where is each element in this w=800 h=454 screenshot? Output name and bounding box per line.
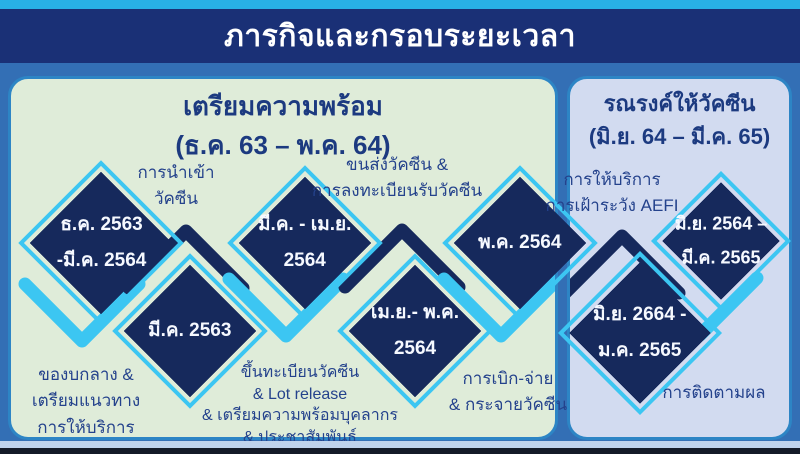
panel-preparation-heading: เตรียมความพร้อม (ธ.ค. 63 – พ.ค. 64) [11,87,555,165]
milestone-date: เม.ย.- พ.ค. 2564 [370,301,460,359]
milestone-date: มิ.ย. 2664 - ม.ค. 2565 [593,303,687,361]
milestone-date: พ.ค. 2564 [478,231,562,253]
bottom-light-strip [0,441,800,448]
label-monitoring: การติดตามผล [662,383,766,402]
milestone-date: มี.ค. 2563 [148,319,232,341]
title-bar: ภารกิจและกรอบระยะเวลา [0,9,800,63]
label-vaccine-registration: ขึ้นทะเบียนวัคซีน & Lot release & เตรียม… [202,364,398,446]
panel-campaign-heading: รณรงค์ให้วัคซีน (มิ.ย. 64 – มี.ค. 65) [570,87,789,153]
chevron-up [338,223,466,294]
panel-heading-text: เตรียมความพร้อม [183,91,383,121]
panel-heading-period: (มิ.ย. 64 – มี.ค. 65) [588,124,771,149]
bottom-dark-strip [0,448,800,454]
panel-heading-text: รณรงค์ให้วัคซีน [603,91,756,116]
label-central-budget: ของบกลาง & เตรียมแนวทาง การให้บริการ [31,365,141,437]
milestone-date: มี.ค. - เม.ย. 2564 [258,213,352,271]
label-vaccine-import: การนำเข้า วัคซีน [137,163,215,209]
milestone-date: ธ.ค. 2563 -มี.ค. 2564 [56,213,146,271]
milestone-date: มิ.ย. 2564 – มี.ค. 2565 [674,213,768,269]
panel-heading-period: (ธ.ค. 63 – พ.ค. 64) [175,130,391,160]
label-disbursement: การเบิก-จ่าย & กระจายวัคซีน [448,369,568,415]
page-title: ภารกิจและกรอบระยะเวลา [224,19,576,53]
top-edge-strip [0,0,800,9]
label-vaccine-transport: ขนส่งวัคซีน & การลงทะเบียนรับวัคซีน [311,155,483,201]
label-aefi-surveillance: การให้บริการ การเฝ้าระวัง AEFI [545,170,679,216]
